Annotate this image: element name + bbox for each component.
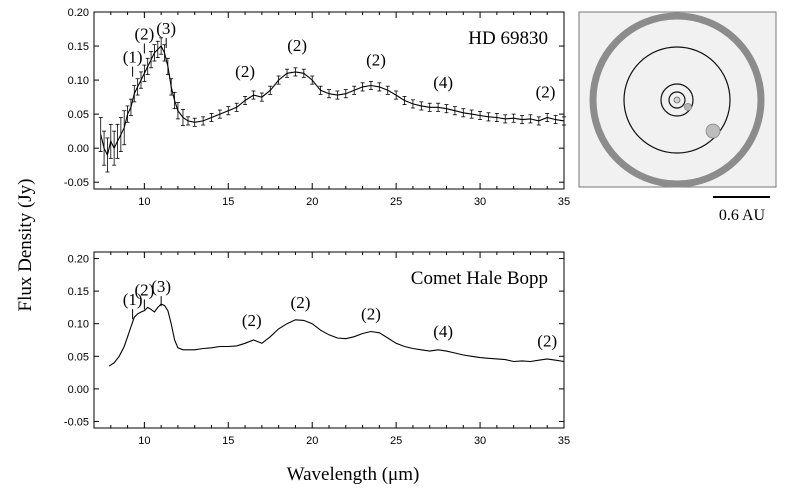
feature-label: (2) (366, 50, 386, 69)
x-tick-label: 30 (474, 435, 486, 447)
error-bar-group (98, 37, 566, 173)
x-tick-label: 15 (222, 435, 234, 447)
x-tick-label: 25 (390, 196, 402, 208)
feature-label: (1) (123, 48, 143, 67)
chart-title: HD 69830 (468, 28, 548, 49)
y-tick-label: 0.00 (68, 384, 89, 396)
y-tick-label: 0.05 (68, 109, 89, 121)
y-tick-label: 0.00 (68, 143, 89, 155)
x-tick-label: 25 (390, 435, 402, 447)
x-tick-label: 35 (558, 196, 570, 208)
feature-label: (3) (151, 277, 171, 296)
planet-orbit-3 (623, 46, 731, 154)
feature-label-group: (1)(2)(3)(2)(2)(2)(4)(2) (123, 19, 556, 101)
tick-group: -0.05 0.00 0.05 0.10 0.15 0.20 10 15 20 25 30 35 (64, 252, 570, 447)
hale-bopp-spectrum-line (108, 303, 565, 367)
x-tick-label: 20 (306, 196, 318, 208)
feature-label: (2) (537, 331, 557, 350)
y-tick-label: 0.20 (68, 7, 89, 19)
planet-orbit-1 (668, 91, 686, 109)
x-tick-label: 10 (138, 196, 150, 208)
planet-icon (705, 123, 721, 139)
y-tick-label: -0.05 (64, 416, 89, 428)
feature-label: (2) (134, 280, 154, 299)
feature-label: (2) (235, 62, 255, 81)
feature-label: (2) (361, 305, 381, 324)
y-tick-label: 0.05 (68, 351, 89, 363)
x-tick-label: 20 (306, 435, 318, 447)
outer-dust-ring (589, 12, 765, 188)
feature-label: (4) (433, 73, 453, 92)
y-axis-label: Flux Density (Jy) (15, 179, 36, 312)
chart-title: Comet Hale Bopp (411, 268, 548, 289)
x-tick-label: 10 (138, 435, 150, 447)
feature-label: (2) (287, 36, 307, 55)
x-tick-label: 35 (558, 435, 570, 447)
feature-label: (2) (291, 293, 311, 312)
orbit-diagram (578, 11, 777, 188)
feature-label-group: (1)(2)(3)(2)(2)(2)(4)(2) (123, 277, 557, 350)
spectrum-panel-hd69830: -0.05 0.00 0.05 0.10 0.15 0.20 10 15 20 25 30 35 (1… (64, 7, 570, 208)
spectrum-panel-hale-bopp: -0.05 0.00 0.05 0.10 0.15 0.20 10 15 20 25 30 35 (1… (64, 251, 570, 447)
feature-label: (2) (536, 82, 556, 101)
y-tick-label: -0.05 (64, 177, 89, 189)
scale-bar-label: 0.6 AU (719, 207, 766, 224)
y-tick-label: 0.10 (68, 75, 89, 87)
feature-label: (1) (123, 290, 143, 309)
feature-label: (3) (156, 19, 176, 38)
planet-orbit-2 (660, 83, 694, 117)
feature-label: (2) (134, 24, 154, 43)
feature-label: (4) (433, 322, 453, 341)
x-tick-label: 15 (222, 196, 234, 208)
tick-group: -0.05 0.00 0.05 0.10 0.15 0.20 10 15 20 25 30 35 (64, 7, 570, 208)
x-axis-label: Wavelength (μm) (287, 464, 420, 485)
star-icon (673, 96, 681, 104)
feature-label: (2) (242, 311, 262, 330)
y-tick-label: 0.10 (68, 319, 89, 331)
y-tick-label: 0.15 (68, 41, 89, 53)
planet-icon (684, 103, 692, 111)
x-tick-label: 30 (474, 196, 486, 208)
y-tick-label: 0.15 (68, 286, 89, 298)
hd69830-spectrum-line (100, 45, 565, 157)
y-tick-label: 0.20 (68, 254, 89, 266)
